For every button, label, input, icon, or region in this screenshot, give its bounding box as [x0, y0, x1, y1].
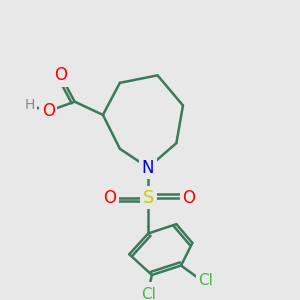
Text: H: H — [24, 98, 35, 112]
Text: N: N — [142, 159, 155, 177]
Text: O: O — [54, 66, 67, 84]
Text: O: O — [103, 189, 116, 207]
Text: O: O — [182, 189, 195, 207]
Text: O: O — [42, 102, 55, 120]
Text: Cl: Cl — [198, 273, 213, 288]
Text: Cl: Cl — [141, 287, 156, 300]
Text: S: S — [142, 189, 154, 207]
